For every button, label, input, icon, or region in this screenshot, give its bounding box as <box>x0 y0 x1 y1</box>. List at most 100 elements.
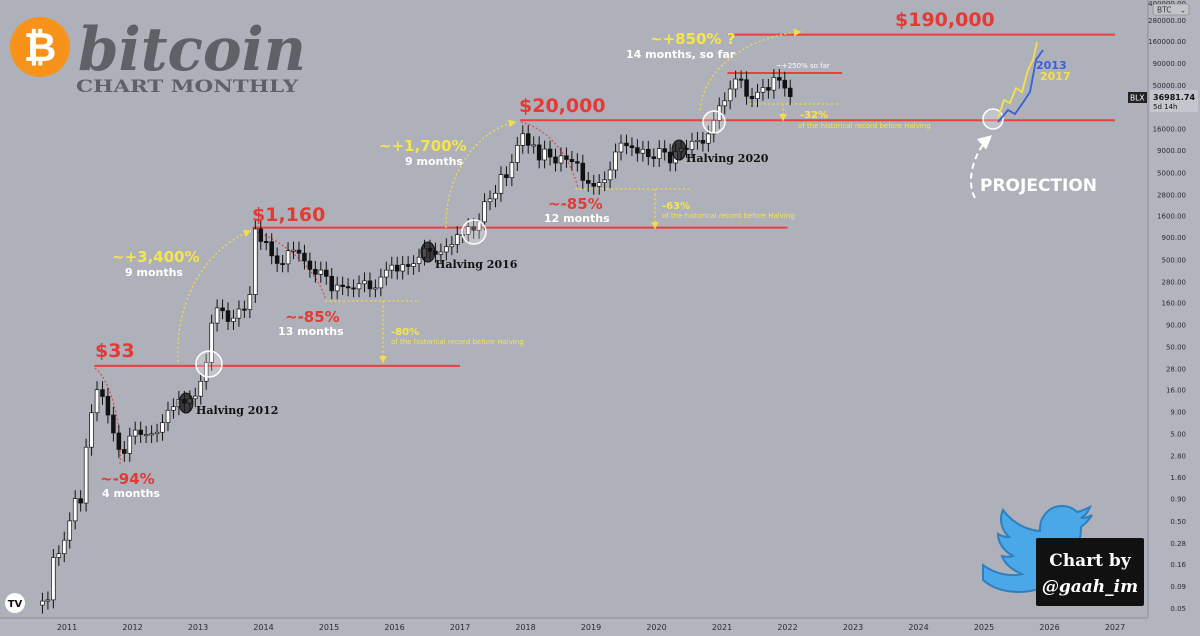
candle <box>253 220 258 303</box>
candle <box>203 353 209 390</box>
y-tick-label: 9000.00 <box>1157 147 1186 155</box>
candle <box>553 148 558 172</box>
breakout-circles <box>195 108 1004 378</box>
rec-32-note: of the historical record before Halving <box>798 122 931 130</box>
candle <box>531 136 536 154</box>
candle <box>285 242 291 273</box>
breakout-circle <box>461 219 487 245</box>
x-tick-label: 2025 <box>974 623 994 632</box>
y-tick-label: 50000.00 <box>1153 82 1186 90</box>
candle <box>591 174 596 195</box>
candle <box>72 490 78 530</box>
candle <box>444 238 449 261</box>
y-tick-label: 900.00 <box>1162 234 1187 242</box>
candle <box>564 147 569 168</box>
y-tick-label: 160000.00 <box>1148 38 1186 46</box>
candle <box>149 425 154 443</box>
candle <box>449 236 455 256</box>
candle <box>296 241 302 262</box>
x-tick-label: 2020 <box>646 623 666 632</box>
run-2013-pct: ~+3,400% <box>112 248 200 266</box>
time-scale[interactable] <box>0 618 1148 636</box>
candle <box>777 69 782 89</box>
drop-curve <box>94 367 121 466</box>
drop-2011-pct: ~-94% <box>100 470 155 488</box>
y-tick-label: 90.00 <box>1166 321 1186 329</box>
candle <box>438 243 444 263</box>
candle <box>116 424 122 458</box>
candle <box>515 136 520 172</box>
credit-line-2: @gaah_im <box>1042 577 1138 597</box>
x-tick-label: 2011 <box>57 623 77 632</box>
candle <box>94 381 100 422</box>
candle <box>662 140 667 161</box>
candle <box>345 278 351 297</box>
candle <box>400 256 405 280</box>
candle <box>154 423 160 443</box>
y-tick-label: 280.00 <box>1162 278 1187 286</box>
ath-2011-label: $33 <box>95 340 135 362</box>
bitcoin-logo: ₿ bitcoin CHART MONTHLY <box>10 15 306 97</box>
annotations: $33 $1,160 $20,000 $190,000 ~+3,400% 9 m… <box>95 9 1097 500</box>
x-tick-label: 2012 <box>122 623 142 632</box>
y-tick-label: 5.00 <box>1170 431 1186 439</box>
candle <box>455 226 460 253</box>
candle <box>722 92 727 115</box>
candle <box>487 190 493 211</box>
halving-2012-label: Halving 2012 <box>196 404 278 417</box>
currency-badge[interactable]: BTC ⌄ <box>1152 3 1190 16</box>
drop-2014-dur: 13 months <box>278 325 344 338</box>
run-2021-pct: ~+850% ? <box>650 30 735 48</box>
candle <box>766 79 771 99</box>
drop-2011-dur: 4 months <box>102 487 160 500</box>
plot-area[interactable] <box>0 0 1148 618</box>
y-tick-label: 160.00 <box>1162 300 1187 308</box>
x-tick-label: 2014 <box>253 623 273 632</box>
candle <box>711 111 717 143</box>
rec-32-pct: -32% <box>800 110 828 121</box>
projection-series-2017 <box>997 41 1038 119</box>
x-tick-label: 2026 <box>1039 623 1059 632</box>
candle <box>651 148 657 168</box>
projection-series-2013 <box>997 49 1044 123</box>
x-tick-label: 2019 <box>581 623 601 632</box>
candle <box>83 438 89 512</box>
chevron-down-icon: ⌄ <box>1180 7 1186 15</box>
candle <box>67 512 72 549</box>
candle <box>411 255 416 275</box>
candle <box>324 261 329 285</box>
candle <box>542 140 547 169</box>
candle <box>394 256 400 280</box>
y-tick-label: 5000.00 <box>1157 169 1186 177</box>
currency-label: BTC <box>1157 6 1172 15</box>
candle <box>220 299 225 320</box>
y-tick-label: 2800.00 <box>1157 191 1186 199</box>
candle <box>378 268 384 297</box>
candle <box>525 125 531 154</box>
drop-2018-dur: 12 months <box>544 212 610 225</box>
projection-arrow <box>970 135 993 199</box>
x-tick-label: 2018 <box>515 623 535 632</box>
proj-2017-label: 2017 <box>1040 70 1071 83</box>
candle <box>100 381 105 405</box>
candle <box>727 80 733 110</box>
candle <box>291 241 296 260</box>
candle <box>62 531 67 563</box>
run-2021-dur: 14 months, so far <box>626 48 736 61</box>
candle <box>520 125 526 154</box>
candle <box>313 260 318 283</box>
last-price-tag: BLX 36981.74 5d 14h <box>1128 90 1198 112</box>
y-tick-label: 500.00 <box>1162 256 1187 264</box>
y-tick-label: 16000.00 <box>1153 125 1186 133</box>
candle <box>373 279 378 298</box>
candle <box>613 143 618 179</box>
candle <box>171 398 176 419</box>
x-tick-label: 2023 <box>843 623 863 632</box>
candle <box>318 261 324 283</box>
candle <box>667 143 673 172</box>
candle <box>575 153 580 172</box>
y-tick-label: 50.00 <box>1166 344 1186 352</box>
candle <box>351 279 356 298</box>
drop-curve <box>256 231 327 301</box>
